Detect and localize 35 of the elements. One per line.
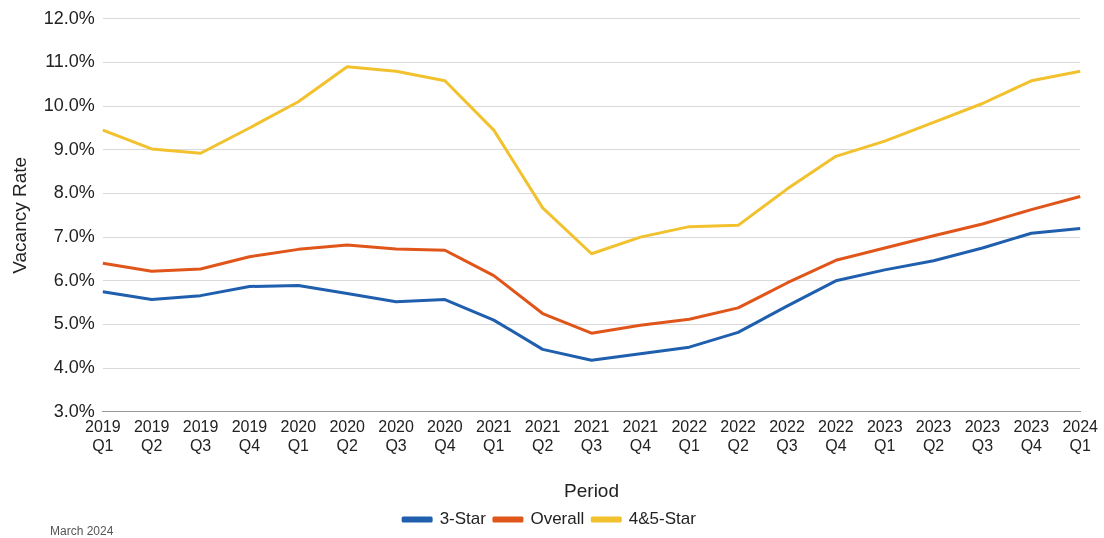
x-tick-label: 2020 Q1 [280,417,317,455]
x-tick-label: 2021 Q4 [622,417,659,455]
x-tick-label: 2019 Q2 [133,417,170,455]
x-tick-label: 2021 Q2 [524,417,561,455]
x-tick-label: 2021 Q1 [475,417,512,455]
x-tick-label: 2020 Q3 [378,417,414,455]
x-tick-label: 2020 Q2 [329,417,366,455]
x-tick-label: 2022 Q2 [720,417,757,455]
legend-label: 3-Star [439,509,487,529]
x-tick-label: 2019 Q3 [182,417,219,455]
x-tick-label: 2019 Q4 [231,417,268,455]
legend-label: Overall [530,509,585,529]
x-tick-label: 2022 Q1 [671,417,708,455]
x-axis-title: Period [564,479,619,501]
y-tick-label: 8.0% [53,182,95,203]
y-tick-label: 9.0% [53,138,95,159]
text: March 2024 [50,524,114,538]
x-tick-label: 2020 Q4 [427,417,463,455]
y-tick-label: 11.0% [45,51,95,72]
y-tick-label: 7.0% [53,226,95,247]
x-tick-label: 2023 Q3 [964,417,1001,455]
y-tick-label: 6.0% [53,269,95,290]
x-tick-label: 2024 Q1 [1062,417,1099,455]
x-tick-label: 2021 Q3 [573,417,610,455]
y-tick-label: 4.0% [53,357,95,378]
y-axis-title: Vacancy Rate [8,156,30,274]
x-tick-label: 2022 Q4 [818,417,854,455]
x-tick-label: 2023 Q2 [915,417,952,455]
legend-label: 4&5-Star [628,509,697,529]
y-tick-label: 10.0% [43,95,95,116]
x-tick-label: 2022 Q3 [769,417,805,455]
y-tick-label: 12.0% [43,7,95,28]
y-tick-label: 5.0% [53,313,95,334]
x-tick-label: 2023 Q1 [866,417,903,455]
x-tick-label: 2023 Q4 [1013,417,1050,455]
